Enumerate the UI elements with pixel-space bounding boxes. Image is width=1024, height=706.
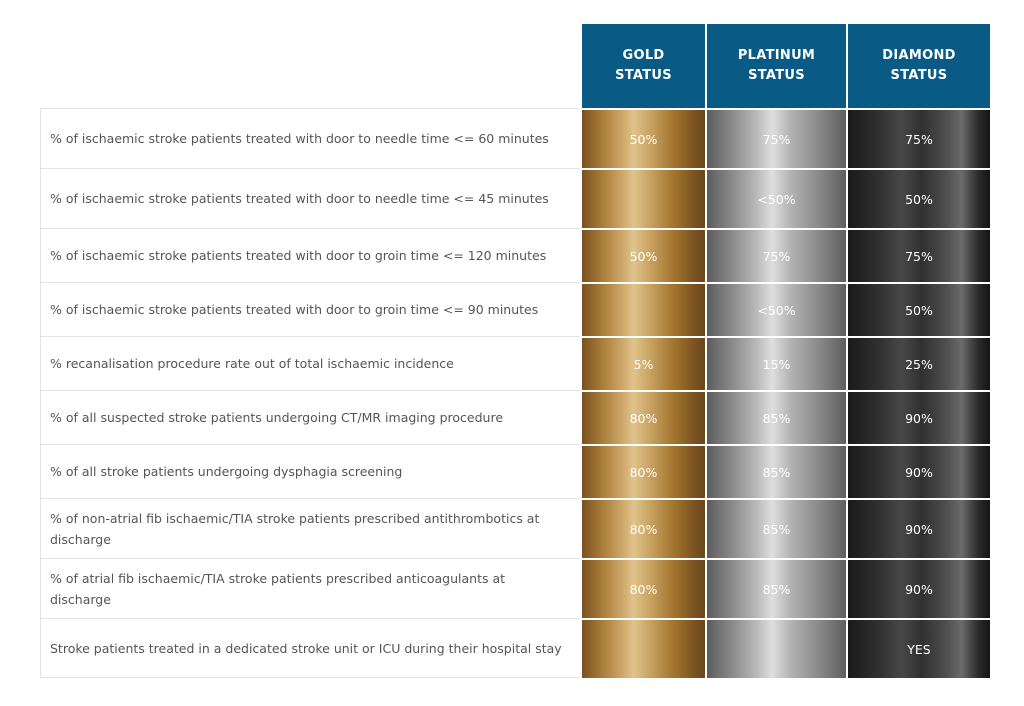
platinum-value <box>705 618 846 678</box>
criterion-label: Stroke patients treated in a dedicated s… <box>40 618 580 678</box>
criterion-label: % of all suspected stroke patients under… <box>40 390 580 444</box>
criterion-label: % recanalisation procedure rate out of t… <box>40 336 580 390</box>
header-gold-status: GOLD STATUS <box>580 24 705 108</box>
gold-value: 5% <box>580 336 705 390</box>
criterion-label: % of non-atrial fib ischaemic/TIA stroke… <box>40 498 580 558</box>
platinum-value: 75% <box>705 228 846 282</box>
diamond-value: 90% <box>846 444 990 498</box>
platinum-value: 15% <box>705 336 846 390</box>
gold-value: 80% <box>580 444 705 498</box>
platinum-value: 85% <box>705 444 846 498</box>
diamond-value: 90% <box>846 390 990 444</box>
criterion-label: % of all stroke patients undergoing dysp… <box>40 444 580 498</box>
platinum-value: 85% <box>705 390 846 444</box>
header-diamond-status: DIAMOND STATUS <box>846 24 990 108</box>
diamond-value: 50% <box>846 282 990 336</box>
gold-value <box>580 618 705 678</box>
header-empty-corner <box>40 24 580 108</box>
gold-value: 50% <box>580 108 705 168</box>
gold-value: 50% <box>580 228 705 282</box>
diamond-value: 75% <box>846 108 990 168</box>
criterion-label: % of atrial fib ischaemic/TIA stroke pat… <box>40 558 580 618</box>
gold-value: 80% <box>580 498 705 558</box>
gold-value <box>580 282 705 336</box>
header-platinum-status: PLATINUM STATUS <box>705 24 846 108</box>
gold-value: 80% <box>580 390 705 444</box>
diamond-value: 75% <box>846 228 990 282</box>
status-criteria-table: GOLD STATUS PLATINUM STATUS DIAMOND STAT… <box>40 24 990 678</box>
criterion-label: % of ischaemic stroke patients treated w… <box>40 282 580 336</box>
diamond-value: 90% <box>846 498 990 558</box>
gold-value: 80% <box>580 558 705 618</box>
platinum-value: <50% <box>705 168 846 228</box>
diamond-value: 25% <box>846 336 990 390</box>
platinum-value: 75% <box>705 108 846 168</box>
platinum-value: <50% <box>705 282 846 336</box>
criterion-label: % of ischaemic stroke patients treated w… <box>40 228 580 282</box>
criterion-label: % of ischaemic stroke patients treated w… <box>40 168 580 228</box>
diamond-value: 50% <box>846 168 990 228</box>
gold-value <box>580 168 705 228</box>
diamond-value: YES <box>846 618 990 678</box>
diamond-value: 90% <box>846 558 990 618</box>
platinum-value: 85% <box>705 558 846 618</box>
criterion-label: % of ischaemic stroke patients treated w… <box>40 108 580 168</box>
platinum-value: 85% <box>705 498 846 558</box>
